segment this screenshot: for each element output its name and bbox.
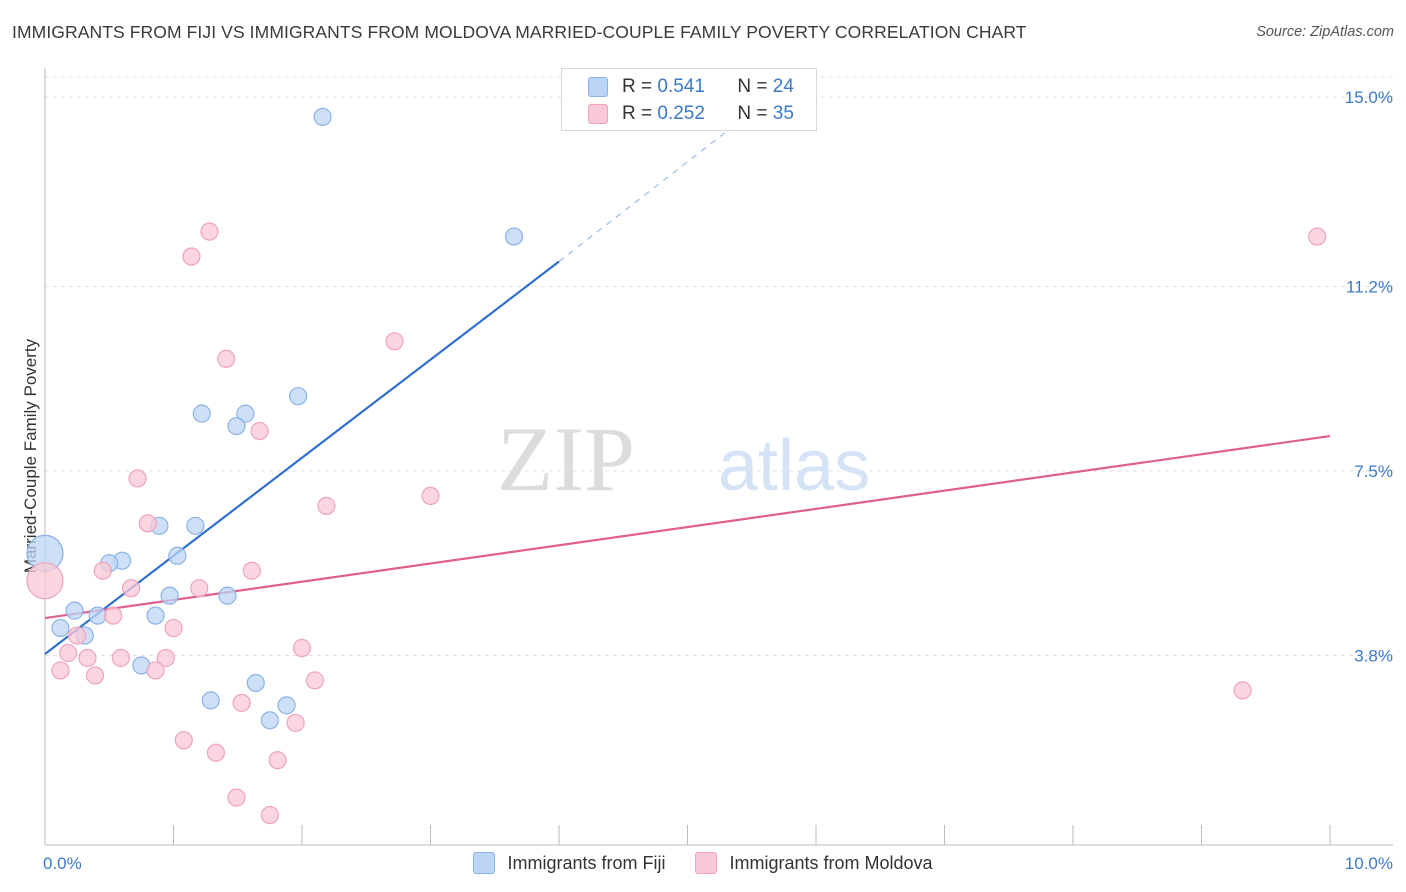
fiji-swatch — [588, 77, 608, 97]
r-label: R = — [622, 103, 652, 125]
y-tick-label: 7.5% — [1354, 462, 1393, 481]
moldova-point — [201, 223, 218, 240]
moldova-point — [175, 732, 192, 749]
moldova-point — [191, 580, 208, 597]
watermark-zip: ZIP — [497, 408, 635, 510]
moldova-legend-label: Immigrants from Moldova — [729, 853, 932, 874]
moldova-point — [269, 752, 286, 769]
fiji-point — [89, 607, 106, 624]
moldova-point — [294, 640, 311, 657]
fiji-trendline — [45, 262, 559, 654]
moldova-point — [386, 333, 403, 350]
moldova-point — [1309, 228, 1326, 245]
moldova-point — [60, 645, 77, 662]
fiji-point — [219, 587, 236, 604]
y-tick-label: 3.8% — [1354, 646, 1393, 665]
fiji-point — [147, 607, 164, 624]
moldova-point — [112, 649, 129, 666]
watermark-atlas: atlas — [718, 426, 870, 506]
fiji-point — [66, 602, 83, 619]
legend-item-moldova[interactable]: Immigrants from Moldova — [695, 852, 932, 874]
moldova-swatch — [588, 104, 608, 124]
series-legend: Immigrants from Fiji Immigrants from Mol… — [0, 852, 1406, 874]
legend-item-fiji[interactable]: Immigrants from Fiji — [473, 852, 665, 874]
moldova-legend-swatch — [695, 852, 717, 874]
scatter-chart: ZIP atlas 3.8%7.5%11.2%15.0%0.0% 10.0% Ma… — [0, 0, 1406, 892]
moldova-point — [105, 607, 122, 624]
n-label: N = — [737, 103, 767, 125]
moldova-r-value: 0.252 — [657, 103, 737, 125]
moldova-point — [218, 350, 235, 367]
moldova-point — [27, 563, 63, 599]
fiji-legend-swatch — [473, 852, 495, 874]
moldova-point — [94, 562, 111, 579]
moldova-trendline — [45, 436, 1330, 618]
fiji-point — [169, 547, 186, 564]
data-points — [27, 108, 1326, 823]
fiji-point — [52, 620, 69, 637]
moldova-point — [69, 627, 86, 644]
moldova-point — [183, 248, 200, 265]
fiji-n-value: 24 — [773, 76, 794, 98]
moldova-point — [287, 714, 304, 731]
fiji-point — [187, 517, 204, 534]
moldova-point — [1234, 682, 1251, 699]
y-tick-label: 11.2% — [1346, 277, 1393, 296]
fiji-point — [228, 418, 245, 435]
fiji-point — [202, 692, 219, 709]
moldova-point — [129, 470, 146, 487]
moldova-point — [52, 662, 69, 679]
moldova-point — [233, 694, 250, 711]
fiji-point — [290, 388, 307, 405]
legend-row-fiji: R = 0.541 N = 24 — [588, 74, 794, 100]
fiji-point — [247, 674, 264, 691]
moldova-n-value: 35 — [773, 103, 794, 125]
moldova-point — [123, 580, 140, 597]
moldova-point — [261, 807, 278, 824]
legend-row-moldova: R = 0.252 N = 35 — [588, 101, 794, 127]
r-label: R = — [622, 76, 652, 98]
fiji-point — [506, 228, 523, 245]
moldova-point — [422, 487, 439, 504]
moldova-point — [251, 423, 268, 440]
watermark: ZIP atlas — [497, 408, 870, 510]
moldova-point — [165, 620, 182, 637]
n-label: N = — [737, 76, 767, 98]
moldova-point — [87, 667, 104, 684]
moldova-point — [147, 662, 164, 679]
fiji-r-value: 0.541 — [657, 76, 737, 98]
correlation-legend: R = 0.541 N = 24 R = 0.252 N = 35 — [561, 68, 817, 131]
moldova-point — [318, 497, 335, 514]
fiji-trendline-extension — [559, 132, 726, 262]
moldova-point — [306, 672, 323, 689]
moldova-point — [228, 789, 245, 806]
moldova-point — [79, 649, 96, 666]
fiji-point — [261, 712, 278, 729]
moldova-point — [139, 515, 156, 532]
fiji-legend-label: Immigrants from Fiji — [507, 853, 665, 874]
y-tick-label: 15.0% — [1345, 88, 1393, 107]
moldova-point — [207, 744, 224, 761]
trendlines — [45, 132, 1330, 654]
fiji-point — [278, 697, 295, 714]
fiji-point — [314, 108, 331, 125]
fiji-point — [161, 587, 178, 604]
fiji-point — [193, 405, 210, 422]
moldova-point — [243, 562, 260, 579]
